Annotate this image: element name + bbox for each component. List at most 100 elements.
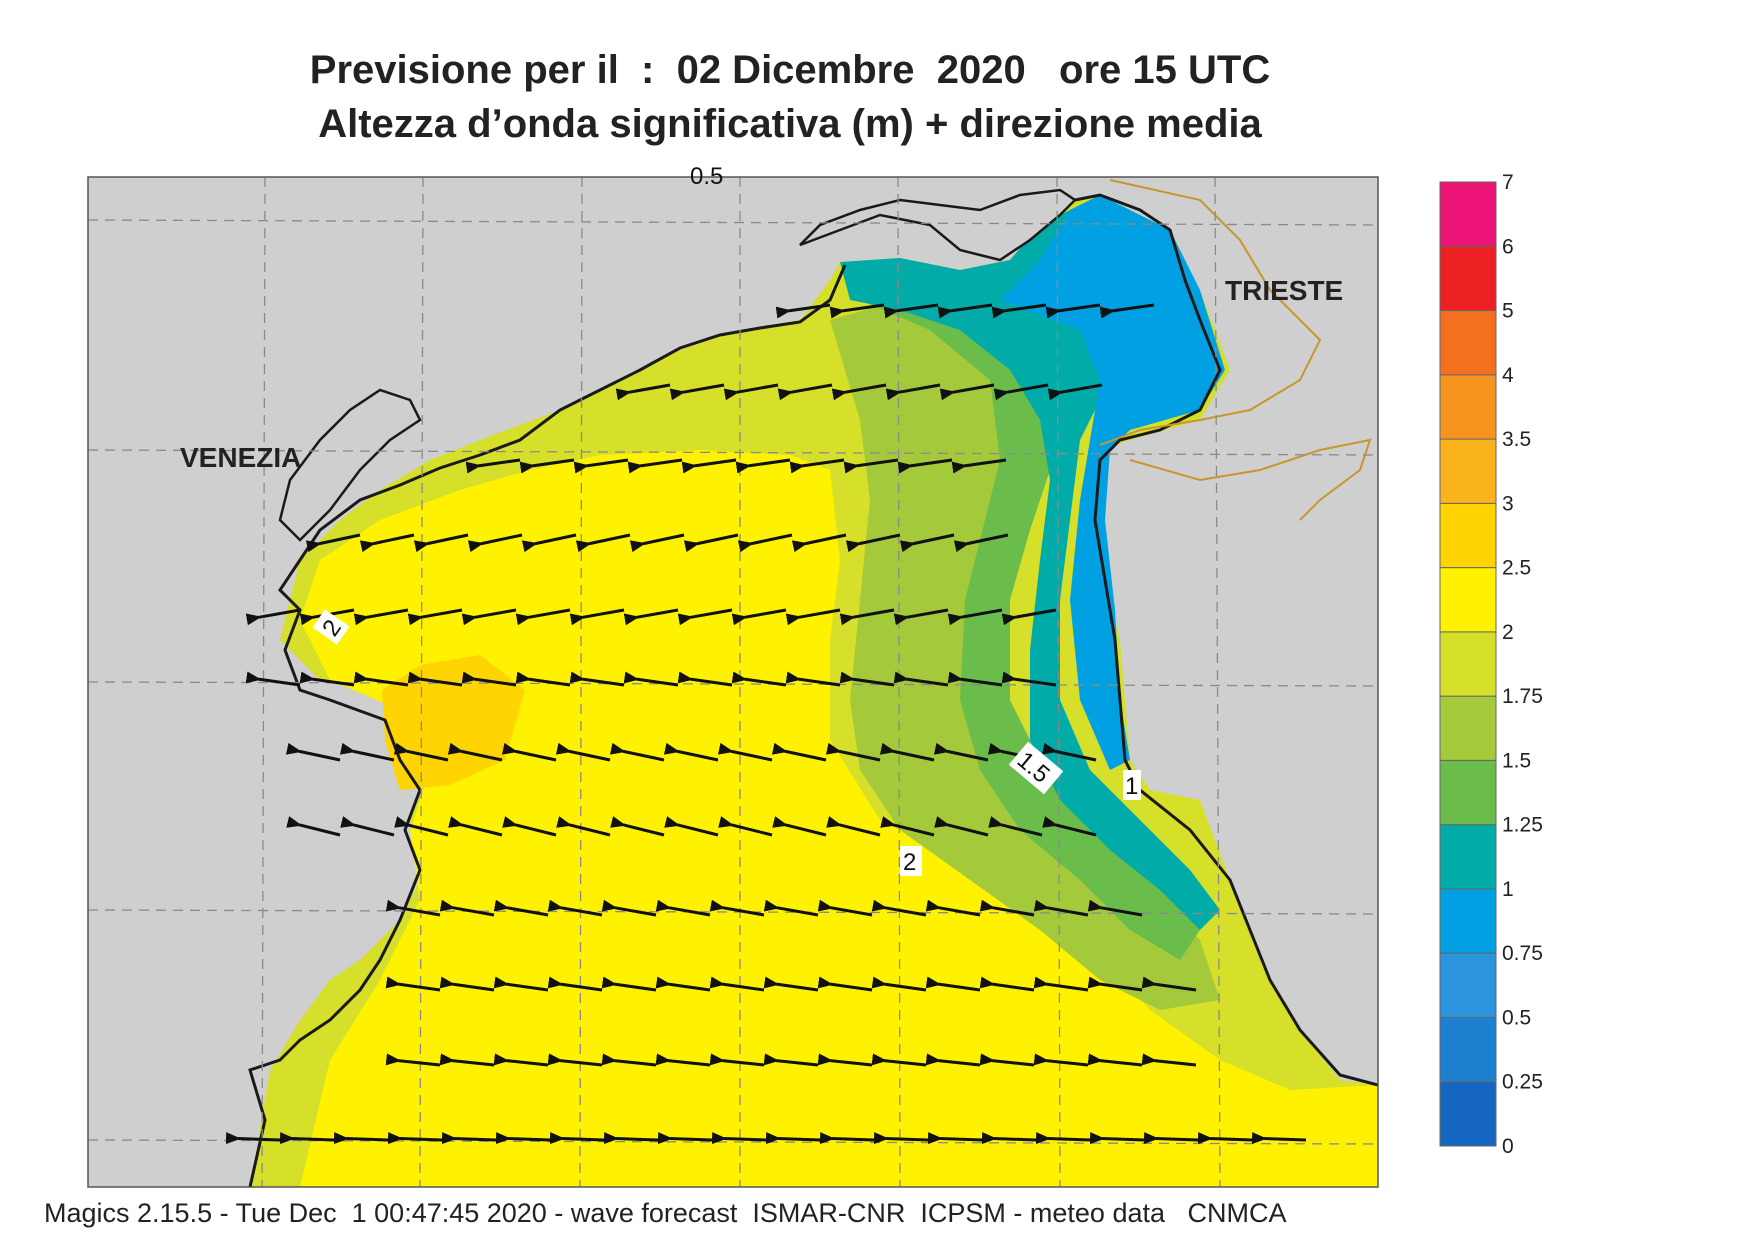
direction-arrow bbox=[225, 1132, 281, 1145]
direction-arrow bbox=[299, 671, 355, 687]
legend-swatch bbox=[1439, 1081, 1497, 1147]
direction-arrow bbox=[775, 303, 831, 319]
direction-arrow bbox=[493, 1053, 549, 1067]
legend-swatch bbox=[1439, 952, 1497, 1018]
legend-swatch bbox=[1439, 824, 1497, 890]
top-contour-label: 0.5 bbox=[690, 163, 723, 190]
direction-arrow bbox=[829, 303, 885, 319]
direction-arrow bbox=[385, 899, 441, 917]
direction-arrow bbox=[785, 608, 841, 626]
direction-arrow bbox=[1143, 1132, 1199, 1145]
coastline-east bbox=[1074, 193, 1378, 1087]
direction-arrow bbox=[817, 976, 873, 992]
footer-credits: Magics 2.15.5 - Tue Dec 1 00:47:45 2020 … bbox=[44, 1198, 1287, 1228]
direction-arrow bbox=[353, 608, 409, 626]
svg-text:2: 2 bbox=[903, 849, 916, 876]
direction-arrow bbox=[547, 1053, 603, 1067]
direction-arrow bbox=[988, 816, 1043, 837]
legend-swatch bbox=[1439, 631, 1497, 697]
contour-label-3: 2 bbox=[900, 846, 922, 876]
direction-arrow bbox=[683, 533, 739, 553]
direction-arrow bbox=[447, 742, 503, 762]
direction-arrow bbox=[731, 608, 787, 626]
direction-arrow bbox=[1251, 1132, 1307, 1145]
direction-arrow bbox=[1089, 1132, 1145, 1145]
chart-subtitle: Altezza d’onda significativa (m) + direz… bbox=[318, 102, 1262, 146]
border-line-2 bbox=[1129, 438, 1372, 521]
direction-arrow bbox=[385, 976, 441, 992]
direction-arrow bbox=[871, 976, 927, 992]
direction-arrow bbox=[467, 533, 523, 553]
direction-arrow bbox=[1141, 976, 1197, 992]
direction-arrow bbox=[927, 1132, 983, 1145]
direction-arrow bbox=[285, 742, 341, 762]
direction-arrow bbox=[603, 1132, 659, 1145]
direction-arrow bbox=[573, 458, 629, 474]
legend-tick-label: 2.5 bbox=[1502, 557, 1531, 580]
legend-swatch bbox=[1439, 438, 1497, 504]
direction-arrow bbox=[547, 899, 603, 917]
direction-arrow bbox=[880, 816, 935, 837]
direction-arrow bbox=[937, 303, 993, 319]
direction-arrow bbox=[731, 671, 787, 687]
direction-arrow bbox=[947, 671, 1003, 687]
direction-arrow bbox=[785, 671, 841, 687]
direction-arrow bbox=[735, 458, 791, 474]
legend-swatch bbox=[1439, 502, 1497, 569]
direction-arrow bbox=[709, 1053, 765, 1067]
direction-arrow bbox=[883, 303, 939, 319]
legend-swatch bbox=[1439, 1016, 1497, 1083]
direction-arrow bbox=[245, 608, 301, 626]
direction-arrow bbox=[933, 742, 989, 762]
direction-arrow bbox=[681, 458, 737, 474]
legend-tick-label: 3.5 bbox=[1502, 428, 1531, 451]
direction-arrow bbox=[771, 742, 827, 762]
direction-arrow bbox=[575, 533, 631, 553]
direction-arrow bbox=[677, 608, 733, 626]
direction-arrow bbox=[394, 816, 449, 837]
direction-arrow bbox=[1033, 1053, 1089, 1067]
direction-arrow bbox=[448, 816, 503, 837]
legend-tick-label: 1.25 bbox=[1502, 814, 1543, 837]
direction-arrow bbox=[439, 976, 495, 992]
direction-arrows bbox=[225, 303, 1307, 1145]
direction-arrow bbox=[502, 816, 557, 837]
legend-swatch bbox=[1439, 245, 1497, 312]
direction-arrow bbox=[305, 533, 361, 553]
direction-arrow bbox=[871, 899, 927, 917]
direction-arrow bbox=[555, 742, 611, 762]
direction-arrow bbox=[831, 383, 887, 401]
direction-arrow bbox=[925, 976, 981, 992]
direction-arrow bbox=[763, 899, 819, 917]
direction-arrow bbox=[1045, 303, 1101, 319]
direction-arrow bbox=[979, 899, 1035, 917]
direction-arrow bbox=[717, 742, 773, 762]
direction-arrow bbox=[610, 816, 665, 837]
direction-arrow bbox=[340, 816, 395, 837]
direction-arrow bbox=[353, 671, 409, 687]
direction-arrow bbox=[839, 608, 895, 626]
direction-arrow bbox=[663, 742, 719, 762]
direction-arrow bbox=[951, 458, 1007, 474]
legend-tick-label: 0.75 bbox=[1502, 942, 1543, 965]
direction-arrow bbox=[939, 383, 995, 401]
direction-arrow bbox=[623, 671, 679, 687]
direction-arrow bbox=[333, 1132, 389, 1145]
direction-arrow bbox=[629, 533, 685, 553]
direction-arrow bbox=[655, 1053, 711, 1067]
direction-arrow bbox=[655, 899, 711, 917]
direction-arrow bbox=[245, 671, 301, 687]
direction-arrow bbox=[845, 533, 901, 553]
direction-arrow bbox=[609, 742, 665, 762]
legend-tick-label: 2 bbox=[1502, 621, 1514, 644]
direction-arrow bbox=[871, 1053, 927, 1067]
direction-arrow bbox=[1035, 1132, 1091, 1145]
direction-arrow bbox=[493, 976, 549, 992]
direction-arrow bbox=[1033, 976, 1089, 992]
direction-arrow bbox=[772, 816, 827, 837]
legend-tick-label: 4 bbox=[1502, 364, 1514, 387]
direction-arrow bbox=[839, 671, 895, 687]
direction-arrow bbox=[825, 742, 881, 762]
